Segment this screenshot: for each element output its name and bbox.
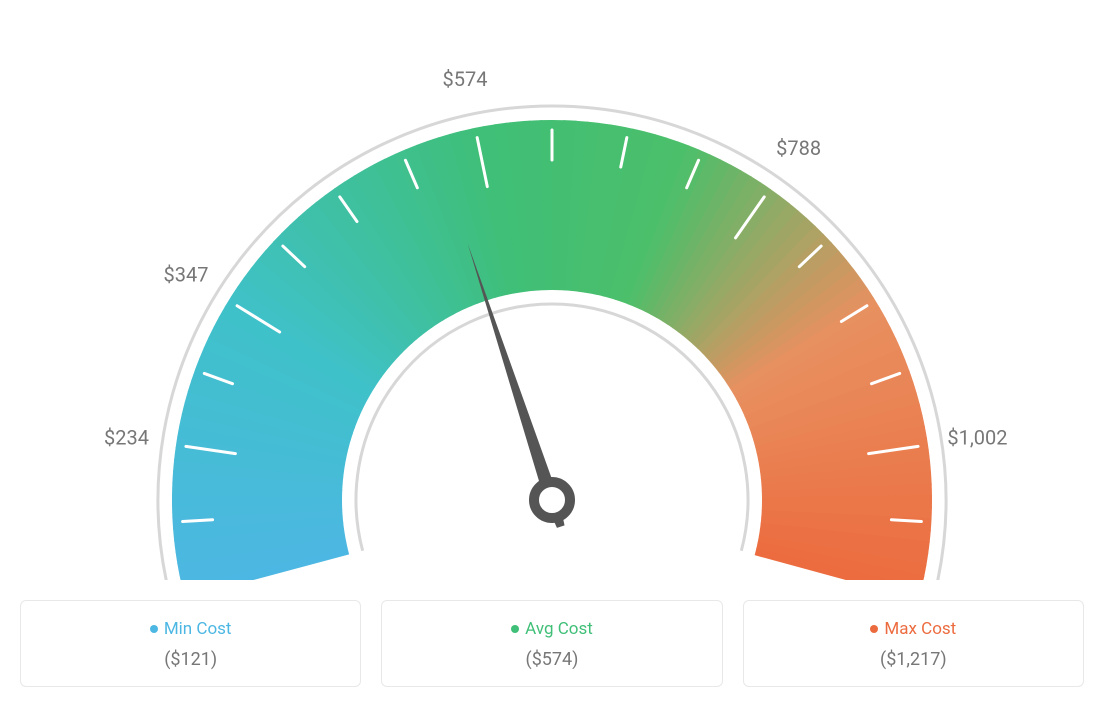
avg-cost-label: Avg Cost (392, 619, 711, 639)
min-cost-value: ($121) (31, 649, 350, 670)
max-cost-label: Max Cost (754, 619, 1073, 639)
avg-cost-label-text: Avg Cost (525, 619, 593, 639)
avg-cost-value: ($574) (392, 649, 711, 670)
gauge-tick-label: $234 (104, 426, 149, 450)
chart-container: $121$234$347$574$788$1,002$1,217 Min Cos… (20, 20, 1084, 687)
min-cost-label-text: Min Cost (164, 619, 232, 639)
gauge-tick-label: $347 (164, 262, 209, 286)
dot-icon (150, 625, 158, 633)
gauge-tick-label: $788 (776, 136, 821, 160)
gauge-chart: $121$234$347$574$788$1,002$1,217 (20, 20, 1084, 580)
max-cost-card: Max Cost ($1,217) (743, 600, 1084, 687)
min-cost-card: Min Cost ($121) (20, 600, 361, 687)
dot-icon (511, 625, 519, 633)
gauge-tick-label: $1,002 (947, 426, 1007, 450)
gauge-area: $121$234$347$574$788$1,002$1,217 (20, 20, 1084, 580)
min-cost-label: Min Cost (31, 619, 350, 639)
avg-cost-card: Avg Cost ($574) (381, 600, 722, 687)
max-cost-value: ($1,217) (754, 649, 1073, 670)
gauge-tick-label: $574 (443, 67, 488, 91)
summary-cards: Min Cost ($121) Avg Cost ($574) Max Cost… (20, 600, 1084, 687)
gauge-needle-hub (534, 482, 570, 518)
max-cost-label-text: Max Cost (884, 619, 956, 639)
dot-icon (870, 625, 878, 633)
